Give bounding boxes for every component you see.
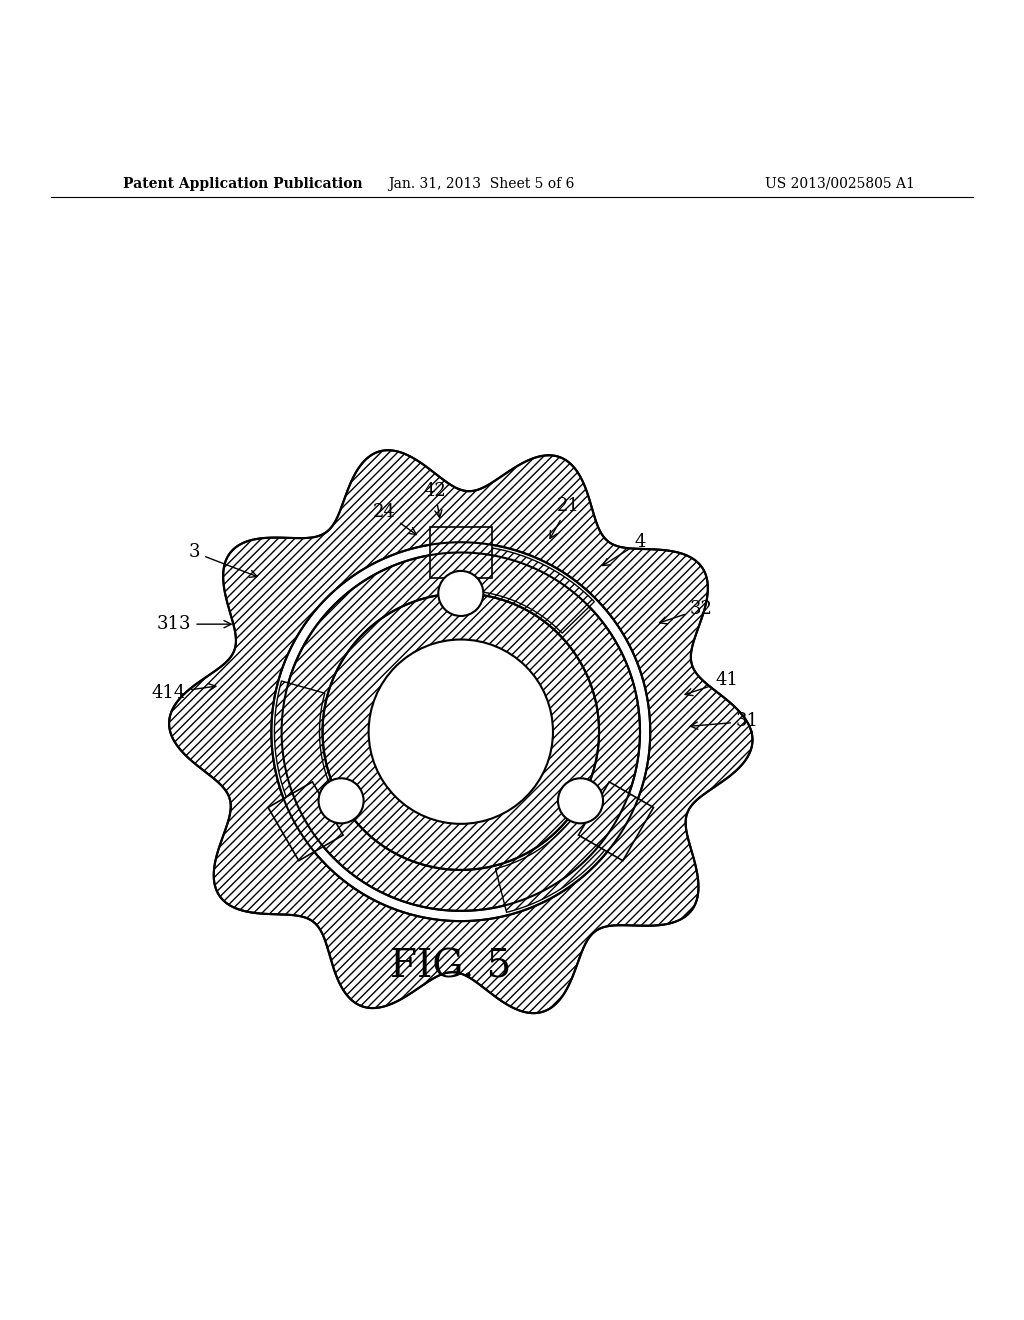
Circle shape — [302, 573, 620, 891]
PathPatch shape — [579, 781, 653, 861]
Text: 32: 32 — [659, 599, 713, 624]
Text: 414: 414 — [152, 684, 216, 702]
PathPatch shape — [282, 553, 640, 911]
Text: 3: 3 — [188, 544, 257, 577]
Text: 313: 313 — [157, 615, 231, 634]
Text: 24: 24 — [373, 503, 417, 535]
Text: 21: 21 — [550, 498, 580, 539]
Circle shape — [318, 779, 364, 824]
Circle shape — [369, 639, 553, 824]
Text: Jan. 31, 2013  Sheet 5 of 6: Jan. 31, 2013 Sheet 5 of 6 — [388, 177, 574, 191]
Text: 4: 4 — [603, 533, 646, 565]
PathPatch shape — [268, 781, 343, 861]
Text: US 2013/0025805 A1: US 2013/0025805 A1 — [765, 177, 914, 191]
Text: 42: 42 — [424, 482, 446, 517]
Text: 41: 41 — [685, 672, 738, 696]
Circle shape — [438, 572, 483, 616]
Text: FIG. 5: FIG. 5 — [390, 949, 511, 986]
PathPatch shape — [169, 450, 753, 1014]
PathPatch shape — [430, 527, 492, 578]
PathPatch shape — [442, 545, 594, 634]
Circle shape — [558, 779, 603, 824]
PathPatch shape — [496, 789, 631, 912]
Text: 31: 31 — [690, 713, 759, 730]
PathPatch shape — [274, 681, 346, 841]
Text: Patent Application Publication: Patent Application Publication — [123, 177, 362, 191]
